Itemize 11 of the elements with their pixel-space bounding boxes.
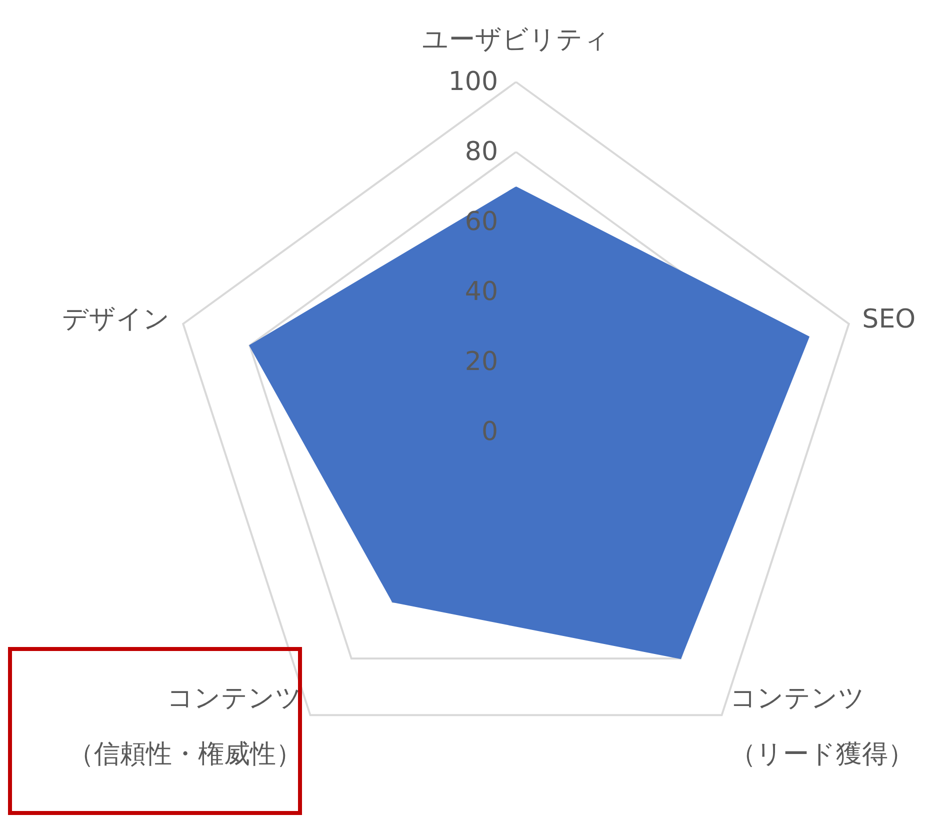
- y-tick-label: 60: [464, 207, 498, 237]
- y-tick-label: 80: [464, 137, 498, 167]
- spoke-label: SEO: [862, 304, 916, 335]
- spoke-label: コンテンツ（リード獲得）: [730, 683, 914, 770]
- spoke-label: ユーザビリティ: [422, 25, 610, 55]
- y-tick-label: 40: [464, 277, 498, 307]
- y-tick-label: 0: [481, 417, 498, 447]
- spoke-label: コンテンツ（信頼性・権威性）: [68, 683, 302, 770]
- y-tick-label: 20: [464, 347, 498, 377]
- y-tick-label: 100: [448, 67, 498, 97]
- spoke-label: デザイン: [62, 304, 170, 335]
